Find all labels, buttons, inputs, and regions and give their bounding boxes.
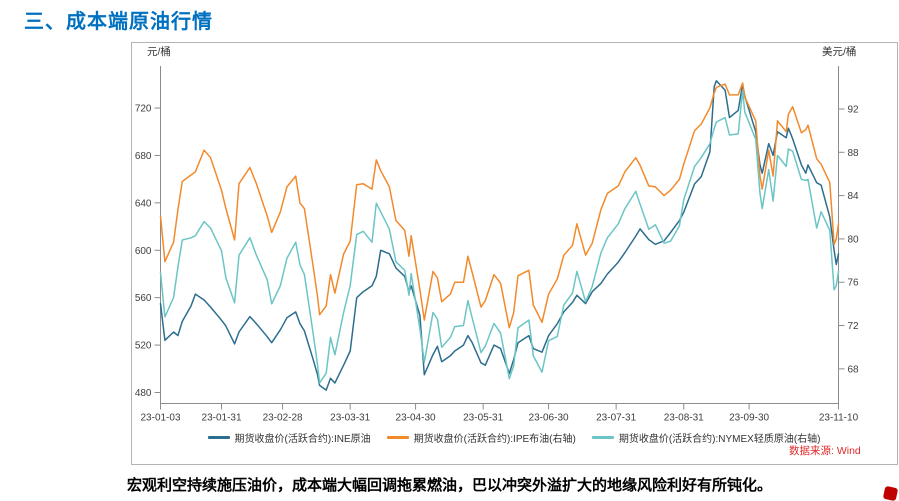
data-source-label: 数据来源: Wind xyxy=(789,445,861,457)
x-axis-tick-label: 23-01-03 xyxy=(140,413,180,424)
legend-line-swatch-ine xyxy=(207,436,230,439)
legend-label-wti: 期货收盘价(活跃合约):NYMEX轻质原油(右轴) xyxy=(618,434,821,445)
right-axis-tick-label: 72 xyxy=(848,321,860,332)
x-axis-tick-label: 23-11-10 xyxy=(819,413,859,424)
x-axis-tick-label: 23-04-30 xyxy=(396,413,436,424)
left-axis-tick-label: 560 xyxy=(135,293,152,304)
legend-line-swatch-brent xyxy=(386,436,409,439)
left-axis-tick-label: 520 xyxy=(135,341,152,352)
x-axis-tick-label: 23-05-31 xyxy=(463,413,503,424)
legend-label-brent: 期货收盘价(活跃合约):IPE布油(右轴) xyxy=(413,434,576,445)
x-axis-tick-label: 23-08-31 xyxy=(664,413,704,424)
legend-item-brent: 期货收盘价(活跃合约):IPE布油(右轴) xyxy=(386,430,576,445)
left-axis-tick-label: 680 xyxy=(135,151,152,162)
right-axis-tick-label: 76 xyxy=(848,278,860,289)
right-axis-unit-label: 美元/桶 xyxy=(822,46,857,58)
legend-item-ine: 期货收盘价(活跃合约):INE原油 xyxy=(207,430,371,445)
x-axis-tick-label: 23-01-31 xyxy=(202,413,242,424)
chart-panel xyxy=(131,42,898,465)
left-axis-tick-label: 720 xyxy=(135,104,152,115)
left-axis-tick-label: 600 xyxy=(135,246,152,257)
right-axis-tick-label: 68 xyxy=(848,364,860,375)
x-axis-tick-label: 23-02-28 xyxy=(263,413,303,424)
page-title: 三、成本端原油行情 xyxy=(24,11,213,33)
legend-item-wti: 期货收盘价(活跃合约):NYMEX轻质原油(右轴) xyxy=(591,430,821,445)
legend-line-swatch-wti xyxy=(591,436,614,439)
x-axis-tick-label: 23-03-31 xyxy=(330,413,370,424)
right-axis-tick-label: 88 xyxy=(848,148,860,159)
series-line-2 xyxy=(159,89,840,384)
x-axis-tick-label: 23-09-30 xyxy=(729,413,769,424)
series-line-0 xyxy=(159,80,840,391)
summary-caption: 宏观利空持续施压油价，成本端大幅回调拖累燃油，巴以冲突外溢扩大的地缘风险利好有所… xyxy=(126,477,772,494)
series-line-1 xyxy=(159,82,840,329)
right-axis-tick-label: 92 xyxy=(848,104,860,115)
right-axis-tick-label: 84 xyxy=(848,191,860,202)
right-axis-tick-label: 80 xyxy=(848,234,860,245)
left-axis-unit-label: 元/桶 xyxy=(147,46,171,58)
legend-label-ine: 期货收盘价(活跃合约):INE原油 xyxy=(234,434,371,445)
x-axis-tick-label: 23-06-30 xyxy=(529,413,569,424)
left-axis-tick-label: 480 xyxy=(135,388,152,399)
left-axis-tick-label: 640 xyxy=(135,198,152,209)
chart-legend: 期货收盘价(活跃合约):INE原油 期货收盘价(活跃合约):IPE布油(右轴) … xyxy=(131,430,897,445)
red-logo-mark xyxy=(882,485,899,501)
x-axis-tick-label: 23-07-31 xyxy=(596,413,636,424)
